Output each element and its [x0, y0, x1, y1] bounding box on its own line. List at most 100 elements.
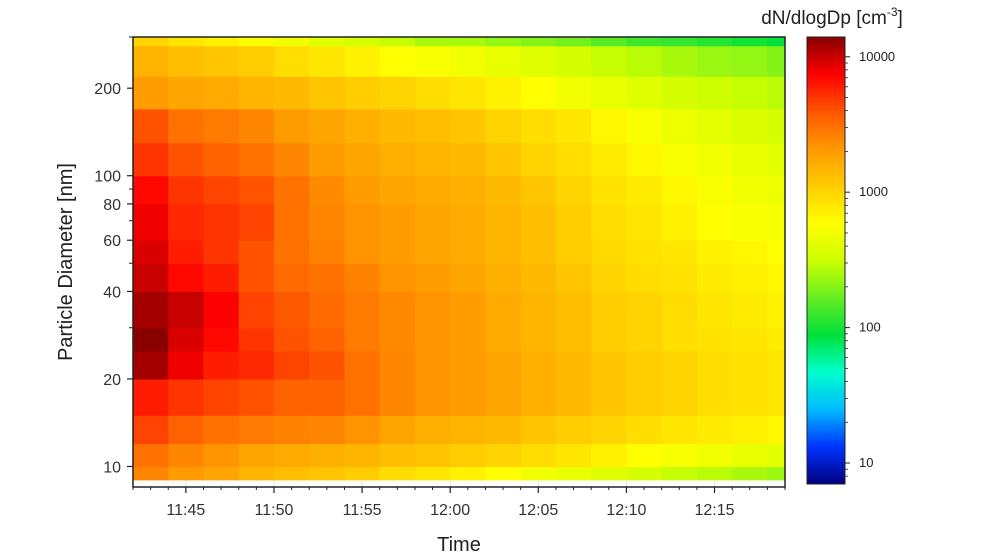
heatmap-cell — [732, 76, 768, 110]
heatmap-cell — [626, 263, 663, 293]
heatmap-cell — [485, 327, 522, 352]
heatmap-cell — [344, 327, 381, 352]
heatmap-cell — [238, 108, 275, 144]
heatmap-cell — [626, 350, 663, 380]
heatmap-cell — [168, 443, 205, 468]
heatmap-cell — [696, 466, 733, 481]
heatmap-cell — [696, 327, 733, 352]
heatmap-cell — [767, 466, 785, 481]
heatmap-cell — [238, 263, 275, 293]
y-tick-label: 100 — [94, 169, 121, 186]
heatmap-cell — [661, 45, 698, 77]
heatmap-cell — [626, 466, 663, 481]
heatmap-cell — [767, 45, 785, 77]
heatmap-cell — [591, 76, 627, 110]
heatmap-cell — [661, 378, 698, 416]
heatmap-cell — [203, 175, 240, 205]
heatmap-cell — [520, 45, 557, 77]
heatmap-cell — [273, 466, 310, 481]
heatmap-cell — [344, 263, 381, 293]
heatmap-cell — [450, 76, 487, 110]
heatmap-cell — [133, 466, 169, 481]
heatmap-cell — [450, 263, 487, 293]
heatmap-cell — [133, 415, 169, 445]
x-tick-label: 12:00 — [430, 502, 470, 519]
heatmap-cell — [520, 327, 557, 352]
y-tick-label: 60 — [103, 233, 121, 250]
heatmap-cell — [696, 443, 733, 468]
heatmap-cell — [168, 263, 205, 293]
y-axis-title: Particle Diameter [nm] — [55, 163, 77, 361]
heatmap-cell — [555, 327, 592, 352]
heatmap-cell — [767, 240, 785, 264]
heatmap-cell — [450, 378, 487, 416]
heatmap-cell — [591, 263, 627, 293]
heatmap-cell — [379, 240, 416, 264]
heatmap-cell — [203, 108, 240, 144]
heatmap-cell — [344, 240, 381, 264]
heatmap-cell — [626, 240, 663, 264]
heatmap-cell — [520, 175, 557, 205]
heatmap-cell — [520, 240, 557, 264]
x-tick-label: 12:10 — [606, 502, 646, 519]
heatmap-cell — [626, 327, 663, 352]
y-tick-label: 40 — [103, 284, 121, 301]
heatmap-cell — [485, 108, 522, 144]
heatmap-cell — [414, 263, 451, 293]
heatmap-cell — [133, 76, 169, 110]
heatmap-cell — [520, 263, 557, 293]
heatmap-cell — [309, 350, 346, 380]
heatmap-cell — [555, 76, 592, 110]
heatmap-cell — [591, 240, 627, 264]
heatmap-cell — [309, 466, 346, 481]
heatmap-cell — [203, 378, 240, 416]
heatmap-cell — [485, 37, 522, 47]
heatmap-cell — [696, 291, 733, 329]
heatmap-cell — [168, 378, 205, 416]
heatmap-cell — [732, 263, 768, 293]
heatmap-cell — [273, 263, 310, 293]
x-tick-label: 12:05 — [518, 502, 558, 519]
heatmap-cell — [238, 76, 275, 110]
heatmap-cell — [203, 443, 240, 468]
heatmap-cell — [414, 327, 451, 352]
heatmap-cell — [309, 108, 346, 144]
heatmap-cell — [168, 37, 205, 47]
heatmap-cell — [309, 378, 346, 416]
heatmap-cell — [485, 378, 522, 416]
heatmap-cell — [273, 240, 310, 264]
heatmap-cell — [414, 142, 451, 177]
heatmap-cell — [767, 327, 785, 352]
heatmap-cell — [591, 327, 627, 352]
heatmap-cell — [450, 443, 487, 468]
heatmap-cell — [591, 291, 627, 329]
heatmap-cell — [309, 45, 346, 77]
plot-frame — [132, 36, 786, 488]
heatmap-cell — [555, 263, 592, 293]
heatmap-cell — [450, 291, 487, 329]
heatmap-cell — [309, 37, 346, 47]
heatmap-cell — [414, 175, 451, 205]
colorbar-title-exponent: -3 — [887, 5, 898, 19]
heatmap-cell — [133, 108, 169, 144]
heatmap-cell — [520, 291, 557, 329]
heatmap-cell — [273, 378, 310, 416]
heatmap-cell — [696, 240, 733, 264]
heatmap-cell — [414, 443, 451, 468]
heatmap-cell — [203, 263, 240, 293]
heatmap-cell — [414, 350, 451, 380]
heatmap-cell — [379, 415, 416, 445]
heatmap-cell — [485, 291, 522, 329]
heatmap-cell — [555, 142, 592, 177]
y-tick-label: 20 — [103, 372, 121, 389]
y-tick-label: 10 — [103, 459, 121, 476]
heatmap-cell — [696, 175, 733, 205]
heatmap-cell — [520, 443, 557, 468]
x-tick-label: 11:50 — [255, 502, 294, 519]
heatmap-cell — [344, 142, 381, 177]
heatmap-cell — [732, 108, 768, 144]
heatmap-cell — [203, 327, 240, 352]
heatmap-cell — [133, 443, 169, 468]
heatmap-cell — [591, 37, 627, 47]
heatmap-cell — [520, 466, 557, 481]
